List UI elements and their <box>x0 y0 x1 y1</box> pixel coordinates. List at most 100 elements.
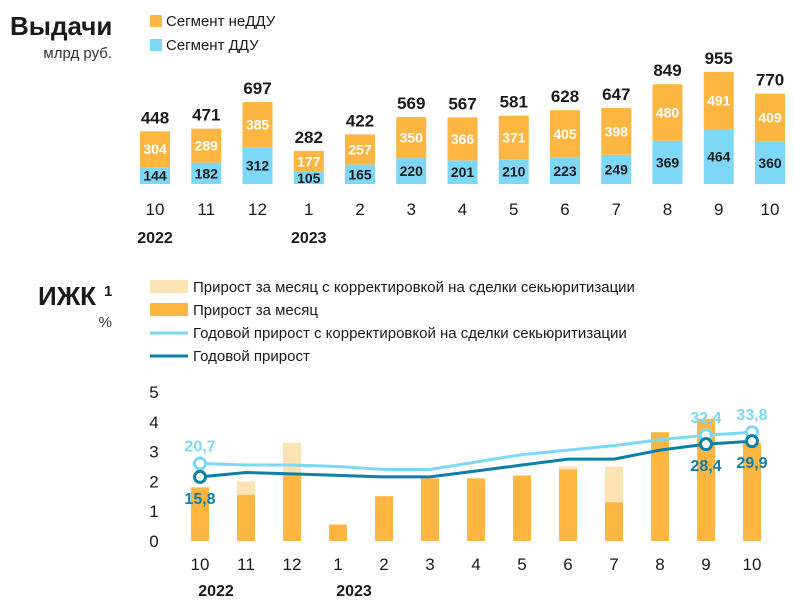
issuance-unit: млрд руб. <box>43 45 112 62</box>
mortgage-y-axis: 0 1 2 3 4 5 <box>149 383 158 551</box>
x-tick-label: 3 <box>407 200 416 219</box>
y-tick-label: 1 <box>149 502 158 521</box>
annotation-label: 33,8 <box>736 407 767 424</box>
issuance-x-axis: 10 11 12 1 2 3 4 5 6 7 8 9 10 <box>146 200 780 219</box>
y-tick-label: 4 <box>149 413 158 432</box>
x-tick-label: 10 <box>191 555 210 574</box>
bar-non-ddu <box>550 110 580 158</box>
mortgage-lines <box>199 430 753 479</box>
x-tick-label: 5 <box>517 555 526 574</box>
bar-monthly <box>651 432 669 541</box>
total-label: 569 <box>397 94 425 113</box>
bar-ddu <box>550 157 580 184</box>
x-tick-label: 7 <box>609 555 618 574</box>
line-annual-adjusted <box>199 430 753 471</box>
legend-swatch-non-ddu <box>150 15 162 27</box>
legend-label: Годовой прирост <box>193 348 310 365</box>
mortgage-unit: % <box>99 314 112 331</box>
bar-ddu <box>755 141 785 184</box>
bar-monthly <box>237 494 255 541</box>
legend-swatch <box>150 280 188 293</box>
bar-non-ddu <box>703 71 734 130</box>
legend-label: Годовой прирост с корректировкой на сдел… <box>193 325 627 342</box>
y-tick-label: 2 <box>149 472 158 491</box>
total-label: 770 <box>756 71 784 90</box>
value-label-non-ddu: 350 <box>400 130 424 146</box>
value-label-ddu: 201 <box>451 164 475 180</box>
bar-monthly <box>743 442 761 541</box>
total-label: 471 <box>192 106 220 125</box>
value-label-ddu: 312 <box>246 158 270 174</box>
line-marker <box>745 434 759 449</box>
value-label-ddu: 165 <box>348 166 372 182</box>
total-label: 628 <box>551 87 579 106</box>
x-tick-label: 5 <box>509 200 518 219</box>
x-tick-label: 6 <box>563 555 572 574</box>
x-tick-label: 1 <box>333 555 342 574</box>
value-label-non-ddu: 385 <box>246 117 270 133</box>
value-label-non-ddu: 366 <box>451 131 475 147</box>
bar-monthly <box>605 502 623 541</box>
x-tick-label: 4 <box>471 555 480 574</box>
value-label-non-ddu: 405 <box>553 126 577 142</box>
mortgage-legend: Прирост за месяц с корректировкой на сде… <box>150 279 635 365</box>
value-label-non-ddu: 257 <box>348 142 372 158</box>
annotation-label: 29,9 <box>736 455 767 472</box>
total-label: 697 <box>243 79 271 98</box>
value-label-non-ddu: 177 <box>297 153 321 169</box>
x-tick-label: 11 <box>237 555 255 574</box>
legend-label-non-ddu: Сегмент неДДУ <box>166 13 276 30</box>
issuance-title: Выдачи <box>10 11 112 41</box>
bar-non-ddu <box>140 131 170 168</box>
bar-non-ddu <box>447 117 478 161</box>
x-tick-label: 10 <box>743 555 762 574</box>
value-label-non-ddu: 491 <box>707 93 731 109</box>
bar-ddu <box>652 140 683 184</box>
x-tick-label: 10 <box>761 200 780 219</box>
bar-monthly <box>329 524 347 541</box>
issuance-legend: Сегмент неДДУ Сегмент ДДУ <box>150 13 276 54</box>
value-label-ddu: 249 <box>605 161 629 177</box>
value-label-ddu: 182 <box>195 165 219 181</box>
total-label: 849 <box>653 61 681 80</box>
x-tick-label: 1 <box>304 200 313 219</box>
total-label: 647 <box>602 85 630 104</box>
value-label-ddu: 144 <box>143 168 167 184</box>
x-tick-label: 2 <box>355 200 364 219</box>
line-marker <box>193 469 207 484</box>
mortgage-footnote: 1 <box>104 283 112 300</box>
x-tick-label: 8 <box>663 200 672 219</box>
value-label-non-ddu: 480 <box>656 104 680 120</box>
mortgage-title: ИЖК <box>38 281 96 311</box>
bar-monthly <box>283 475 301 541</box>
value-label-ddu: 223 <box>553 163 577 179</box>
year-label: 2022 <box>198 583 234 600</box>
value-label-ddu: 464 <box>707 149 731 165</box>
line-marker <box>699 437 713 452</box>
bar-non-ddu <box>498 115 529 160</box>
total-label: 448 <box>141 108 169 127</box>
year-label: 2022 <box>137 230 173 247</box>
bar-ddu <box>601 154 632 184</box>
x-tick-label: 11 <box>197 200 215 219</box>
value-label-non-ddu: 289 <box>195 138 219 154</box>
bar-monthly <box>421 478 439 541</box>
total-label: 581 <box>500 93 528 112</box>
bar-monthly <box>191 487 209 541</box>
bar-monthly <box>375 496 393 541</box>
bar-non-ddu <box>396 117 427 159</box>
y-tick-label: 3 <box>149 443 158 462</box>
annotation-label: 32,4 <box>690 410 721 427</box>
line-annual <box>199 439 753 479</box>
x-tick-label: 6 <box>560 200 569 219</box>
legend-label: Прирост за месяц с корректировкой на сде… <box>193 279 635 296</box>
mortgage-year-labels: 2022 2023 <box>198 583 372 600</box>
bar-ddu <box>498 159 529 184</box>
bar-non-ddu <box>345 134 375 165</box>
value-label-non-ddu: 371 <box>502 130 526 146</box>
y-tick-label: 0 <box>149 532 158 551</box>
bar-monthly <box>513 475 531 541</box>
value-label-ddu: 220 <box>400 163 424 179</box>
x-tick-label: 9 <box>701 555 710 574</box>
